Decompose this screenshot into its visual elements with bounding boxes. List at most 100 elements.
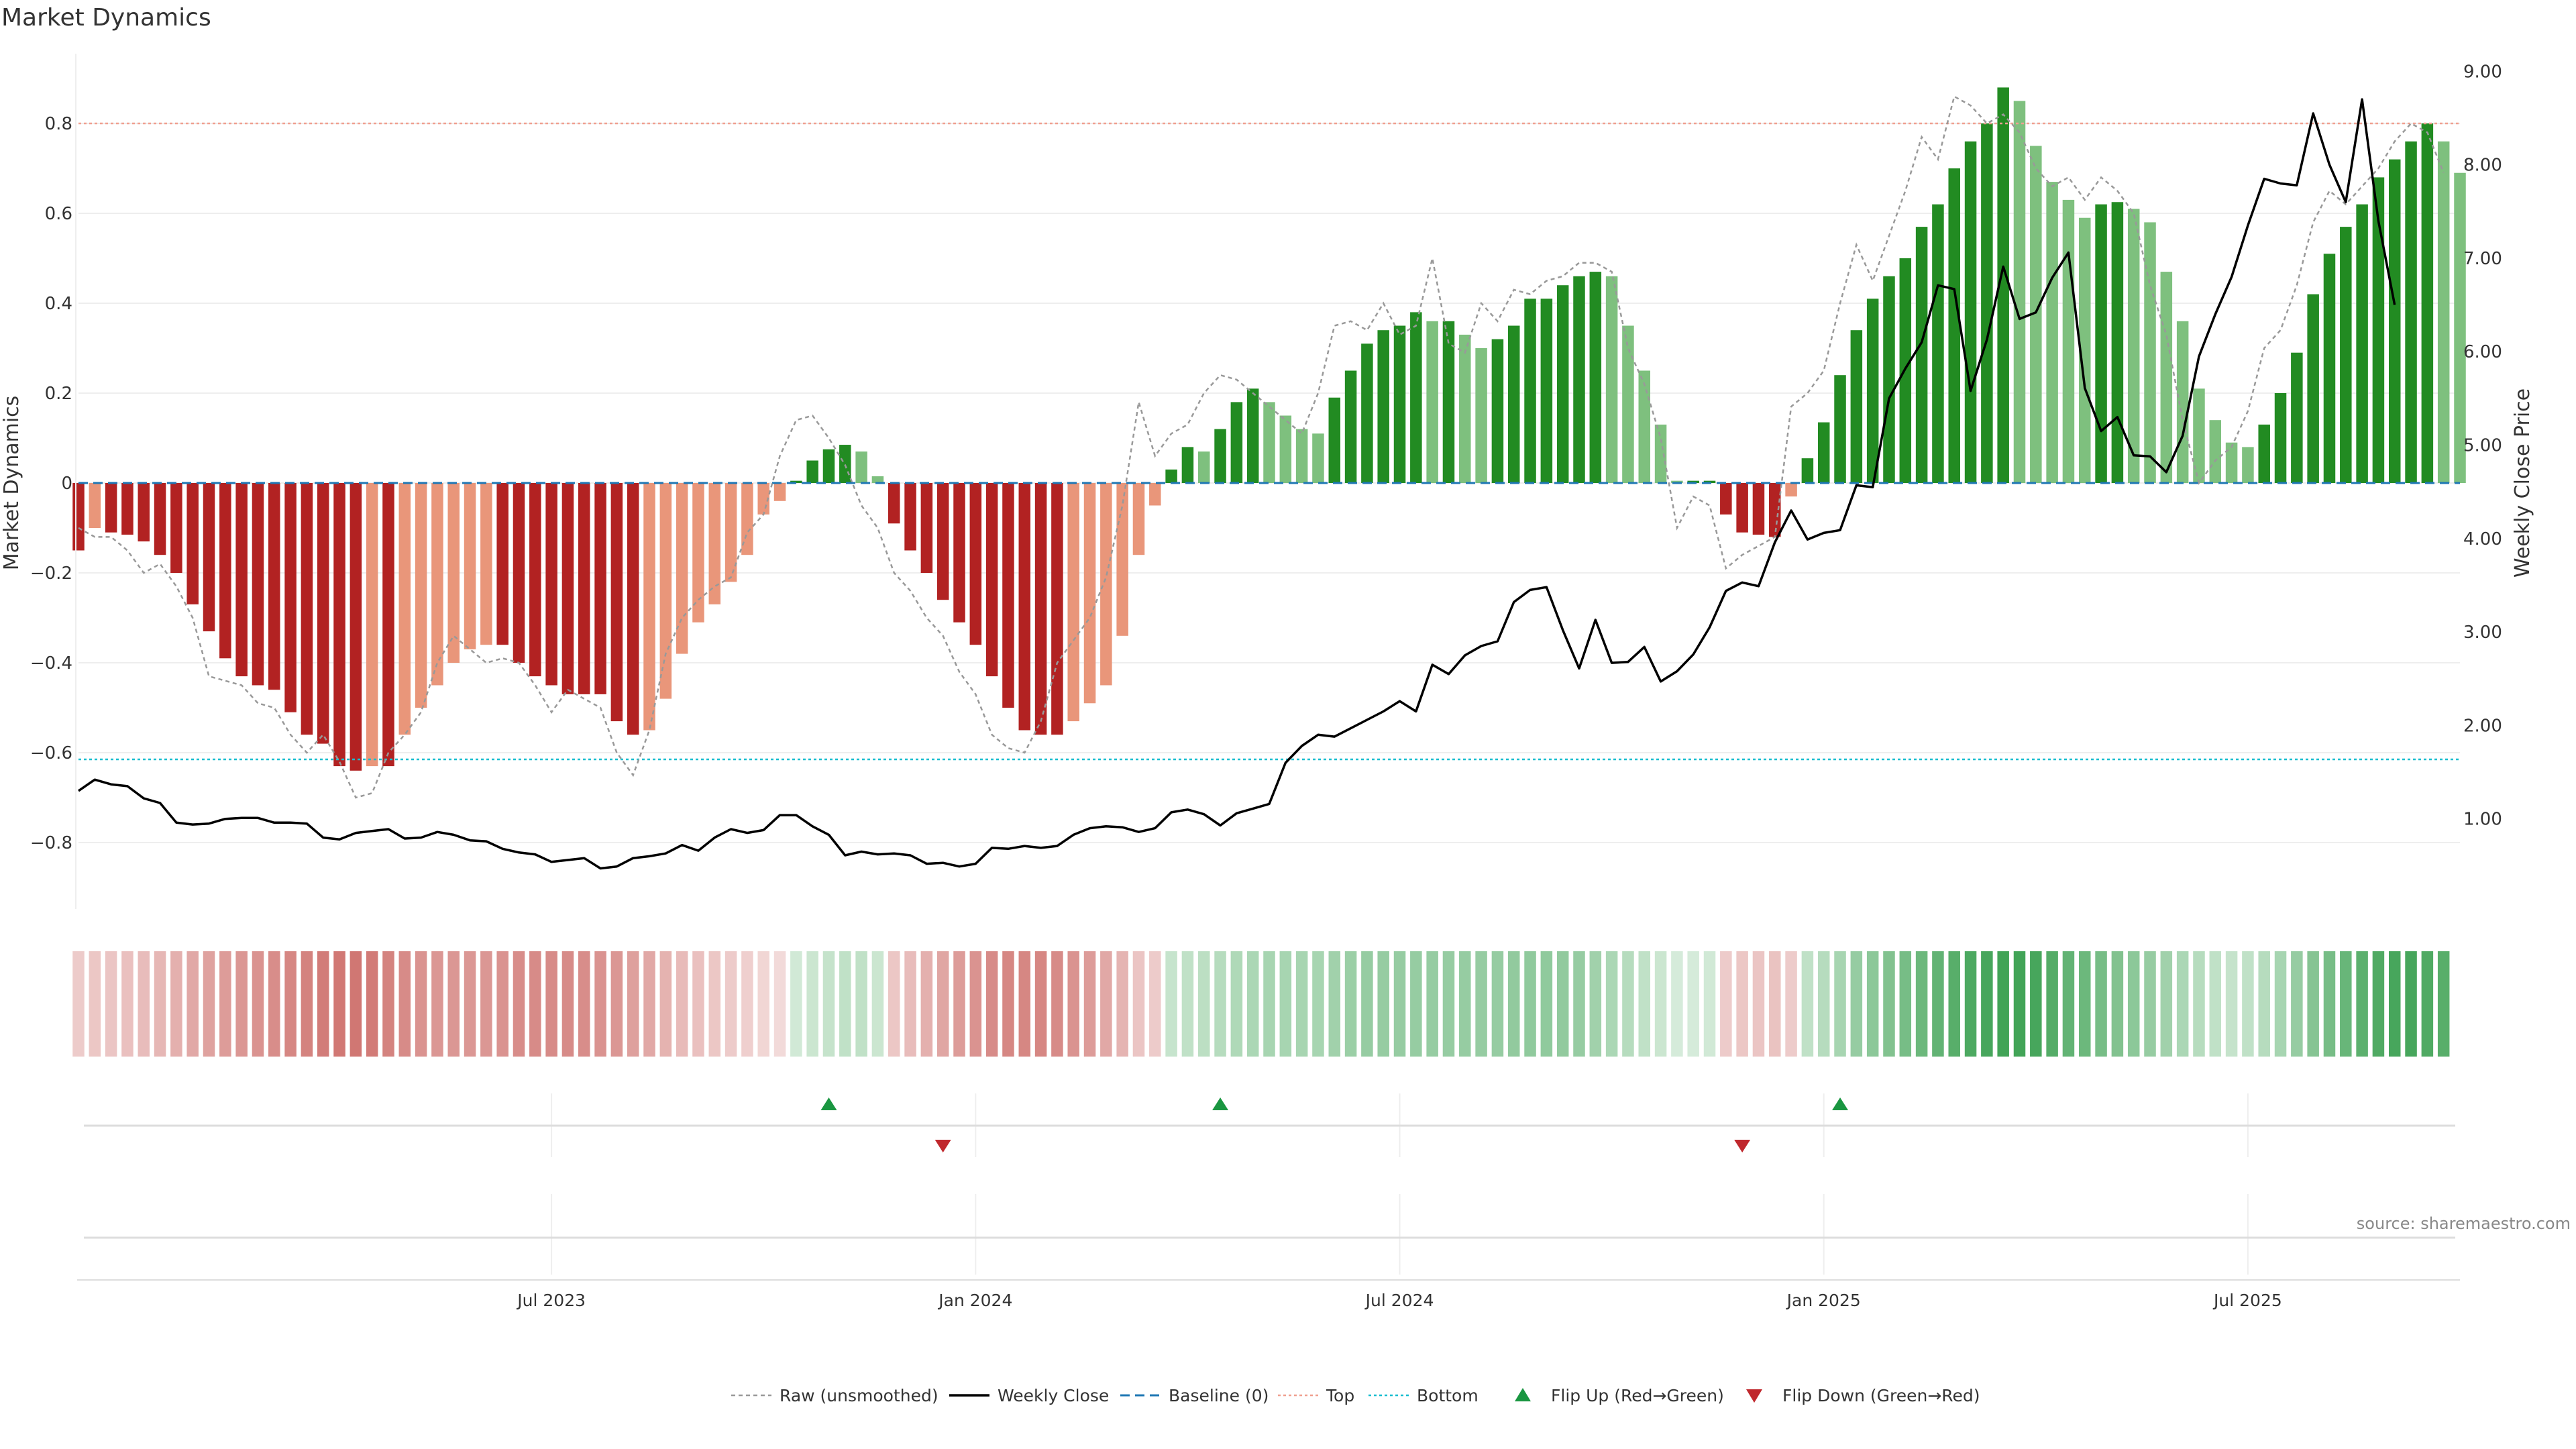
dynamics-bar xyxy=(415,483,427,708)
legend-label: Flip Down (Green→Red) xyxy=(1782,1386,1980,1405)
dynamics-bar xyxy=(2307,294,2319,483)
dynamics-bar xyxy=(1149,483,1161,506)
dynamics-bar xyxy=(2046,182,2058,483)
dynamics-bar xyxy=(2274,393,2287,483)
dynamics-bar xyxy=(578,483,590,694)
dynamics-bar xyxy=(1507,325,1520,483)
dynamics-bar xyxy=(871,476,884,483)
dynamics-bar xyxy=(2225,442,2238,483)
dynamics-bar xyxy=(953,483,965,623)
strip-cell xyxy=(676,951,688,1057)
strip-cell xyxy=(969,951,982,1057)
dynamics-bar xyxy=(284,483,297,712)
strip-cell xyxy=(235,951,248,1057)
strip-cell xyxy=(464,951,476,1057)
dynamics-bar xyxy=(920,483,933,573)
flip-down-marker xyxy=(934,1140,951,1152)
x-tick-label: Jul 2025 xyxy=(2212,1291,2282,1310)
strip-cell xyxy=(2144,951,2156,1057)
dynamics-bar xyxy=(301,483,313,735)
strip-cell xyxy=(1475,951,1487,1057)
dynamics-bar xyxy=(1850,330,1863,483)
dynamics-bar xyxy=(643,483,655,731)
y-tick-label: −0.6 xyxy=(30,743,72,763)
legend-label: Top xyxy=(1326,1386,1354,1405)
dynamics-bar xyxy=(741,483,753,555)
strip-cell xyxy=(1752,951,1765,1057)
dynamics-bar xyxy=(1687,480,1699,483)
strip-cell xyxy=(1459,951,1471,1057)
strip-cell xyxy=(496,951,508,1057)
strip-cell xyxy=(1018,951,1031,1057)
dynamics-bar xyxy=(121,483,133,535)
strip-cell xyxy=(2307,951,2319,1057)
strip-cell xyxy=(2013,951,2026,1057)
strip-cell xyxy=(252,951,264,1057)
reference-lines xyxy=(78,122,2460,761)
strip-cell xyxy=(1736,951,1748,1057)
dynamics-bar xyxy=(1834,375,1846,483)
dynamics-bar xyxy=(235,483,248,677)
strip-cell xyxy=(1491,951,1504,1057)
x-tick-label: Jul 2023 xyxy=(516,1291,586,1310)
dynamics-bar xyxy=(1132,483,1145,555)
dynamics-bar xyxy=(1997,87,2009,483)
strip-cell xyxy=(822,951,835,1057)
strip-cell xyxy=(1524,951,1536,1057)
dynamics-bar xyxy=(969,483,982,645)
strip-cell xyxy=(1769,951,1781,1057)
strip-cell xyxy=(1393,951,1406,1057)
y2-tick-label: 6.00 xyxy=(2463,342,2502,362)
strip-cell xyxy=(1051,951,1063,1057)
strip-cell xyxy=(1165,951,1177,1057)
strip-cell xyxy=(1132,951,1145,1057)
flip-up-marker xyxy=(820,1097,837,1110)
y2-tick-label: 7.00 xyxy=(2463,249,2502,269)
dynamics-bar xyxy=(1197,451,1210,483)
strip-cell xyxy=(806,951,818,1057)
dynamics-bar xyxy=(692,483,704,623)
strip-cell xyxy=(2046,951,2058,1057)
strip-cell xyxy=(1556,951,1569,1057)
legend-label: Weekly Close xyxy=(998,1386,1109,1405)
dynamics-bar xyxy=(659,483,672,699)
strip-cell xyxy=(1540,951,1553,1057)
dynamics-bar xyxy=(1654,424,1667,483)
dynamics-bar xyxy=(138,483,150,542)
strip-cell xyxy=(1589,951,1602,1057)
strip-cell xyxy=(170,951,182,1057)
dynamics-bar xyxy=(72,483,85,551)
strip-cell xyxy=(1507,951,1520,1057)
y-tick-label: 0.6 xyxy=(45,204,72,224)
strip-cell xyxy=(2062,951,2075,1057)
dynamics-bar xyxy=(1703,480,1716,483)
dynamics-bar xyxy=(1377,330,1389,483)
dynamics-bar xyxy=(2291,352,2303,483)
dynamics-bar xyxy=(1312,433,1324,483)
dynamics-bar xyxy=(2405,141,2417,484)
dynamics-bar xyxy=(382,483,394,767)
strip-cell xyxy=(2437,951,2450,1057)
legend-swatch xyxy=(1515,1388,1531,1401)
dynamics-bar xyxy=(2111,202,2124,483)
dynamics-bar xyxy=(708,483,721,604)
dynamics-bar xyxy=(2079,217,2091,483)
strip-cell xyxy=(1034,951,1047,1057)
legend-label: Bottom xyxy=(1417,1386,1479,1405)
y2-tick-label: 2.00 xyxy=(2463,716,2502,736)
strip-cell xyxy=(1997,951,2009,1057)
y2-axis-label: Weekly Close Price xyxy=(2511,388,2534,578)
dynamics-bar xyxy=(1866,299,1879,483)
strip-cell xyxy=(741,951,753,1057)
strip-cell xyxy=(1801,951,1814,1057)
strip-cell xyxy=(920,951,933,1057)
y-tick-label: 0.4 xyxy=(45,294,72,314)
y-tick-label: −0.4 xyxy=(30,653,72,674)
source-credit: source: sharemaestro.com xyxy=(2356,1214,2571,1233)
dynamics-bar xyxy=(2209,420,2222,483)
dynamics-bar xyxy=(2144,222,2156,483)
strip-cell xyxy=(904,951,916,1057)
dynamics-bar xyxy=(398,483,411,735)
flip-up-marker xyxy=(1212,1097,1229,1110)
strip-cell xyxy=(2095,951,2107,1057)
